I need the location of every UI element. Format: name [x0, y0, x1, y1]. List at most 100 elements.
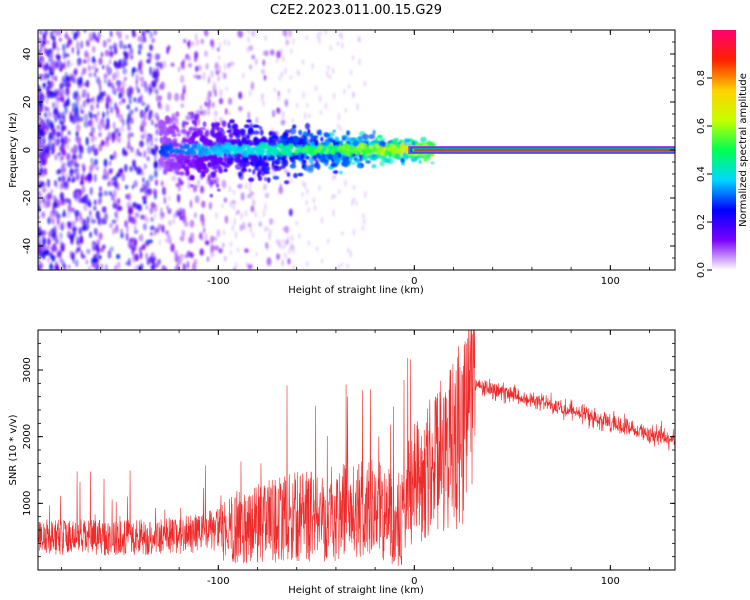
heatmap-cell [72, 255, 75, 264]
heatmap-cell [218, 55, 221, 61]
heatmap-cell [248, 142, 254, 147]
heatmap-cell [127, 132, 131, 142]
heatmap-cell [40, 142, 46, 151]
heatmap-cell [411, 157, 418, 163]
heatmap-cell [62, 124, 67, 131]
heatmap-cell [93, 199, 97, 206]
heatmap-cell [267, 177, 271, 183]
heatmap-cell [418, 159, 422, 164]
heatmap-cell [122, 118, 125, 127]
heatmap-cell [81, 145, 84, 155]
heatmap-cell [121, 97, 126, 104]
heatmap-cell [243, 224, 246, 230]
heatmap-cell [116, 253, 121, 260]
heatmap-cell [114, 46, 117, 55]
heatmap-cell [182, 208, 186, 217]
heatmap-cell [215, 69, 220, 75]
heatmap-cell [280, 159, 287, 166]
heatmap-cell [387, 158, 395, 165]
colorbar-tick-label: 0.8 [696, 70, 707, 86]
heatmap-cell [320, 216, 324, 225]
heatmap-cell [55, 182, 58, 189]
heatmap-cell [197, 117, 200, 126]
heatmap-cell [401, 162, 405, 166]
heatmap-cell [268, 218, 274, 225]
heatmap-cell [38, 258, 41, 264]
heatmap-cell [273, 87, 277, 92]
heatmap-cell [204, 50, 208, 57]
heatmap-cell [139, 251, 143, 260]
x-tick-label: 100 [601, 576, 620, 587]
heatmap-cell [90, 215, 93, 224]
heatmap-cell [127, 257, 131, 267]
heatmap-cell [204, 232, 208, 242]
heatmap-cell [95, 228, 98, 237]
heatmap-cell [167, 128, 173, 135]
heatmap-cell [84, 175, 89, 182]
heatmap-cell [126, 87, 131, 97]
heatmap-cell [218, 65, 222, 73]
heatmap-cell [94, 158, 98, 166]
heatmap-cell [105, 122, 110, 130]
heatmap-cell [166, 46, 169, 55]
heatmap-cell [203, 226, 206, 234]
heatmap-cell [290, 242, 293, 251]
heatmap-cell [196, 156, 204, 160]
heatmap-cell [182, 263, 187, 270]
heatmap-cell [223, 62, 227, 71]
heatmap-cell [153, 212, 157, 219]
heatmap-cell [72, 150, 76, 159]
heatmap-cell [316, 129, 322, 135]
heatmap-cell [48, 111, 52, 118]
heatmap-cell [240, 129, 246, 136]
heatmap-cell [51, 246, 54, 253]
heatmap-cell [160, 81, 166, 90]
y-tick-label: 1000 [22, 491, 33, 516]
heatmap-cell [281, 149, 286, 154]
heatmap-cell [47, 40, 50, 45]
heatmap-cell [223, 168, 228, 173]
heatmap-cell [149, 31, 154, 39]
heatmap-cell [272, 150, 276, 158]
heatmap-cell [250, 191, 253, 199]
heatmap-cell [213, 121, 221, 127]
heatmap-cell [308, 157, 314, 164]
heatmap-cell [106, 110, 109, 115]
heatmap-cell [228, 97, 233, 105]
heatmap-cell [38, 247, 41, 254]
heatmap-cell [103, 78, 107, 84]
heatmap-cell [77, 193, 82, 201]
heatmap-cell [262, 59, 265, 66]
heatmap-cell [47, 217, 51, 225]
heatmap-cell [341, 145, 346, 151]
heatmap-cell [217, 75, 221, 82]
heatmap-cell [133, 253, 139, 261]
heatmap-cell [138, 43, 143, 51]
heatmap-cell [158, 103, 163, 110]
heatmap-cell [195, 39, 200, 46]
heatmap-cell [204, 101, 208, 107]
heatmap-cell [89, 231, 92, 238]
heatmap-cell [123, 44, 127, 50]
heatmap-cell [244, 248, 249, 254]
heatmap-cell [95, 243, 100, 252]
heatmap-cell [142, 120, 147, 128]
heatmap-cell [209, 162, 216, 167]
heatmap-cell [99, 186, 102, 193]
heatmap-cell [247, 139, 251, 143]
heatmap-cell [269, 142, 276, 147]
heatmap-cell [339, 170, 343, 175]
heatmap-cell [281, 259, 284, 265]
heatmap-cell [262, 50, 266, 56]
heatmap-cell [210, 69, 214, 78]
heatmap-cell [210, 184, 213, 190]
heatmap-cell [183, 121, 190, 126]
heatmap-cell [216, 157, 223, 164]
heatmap-cell [123, 50, 126, 56]
heatmap-cell [218, 42, 222, 48]
heatmap-ylabel: Frequency (Hz) [8, 112, 19, 188]
heatmap-cell [423, 156, 428, 162]
heatmap-cell [95, 252, 100, 258]
heatmap-cell [50, 30, 54, 40]
